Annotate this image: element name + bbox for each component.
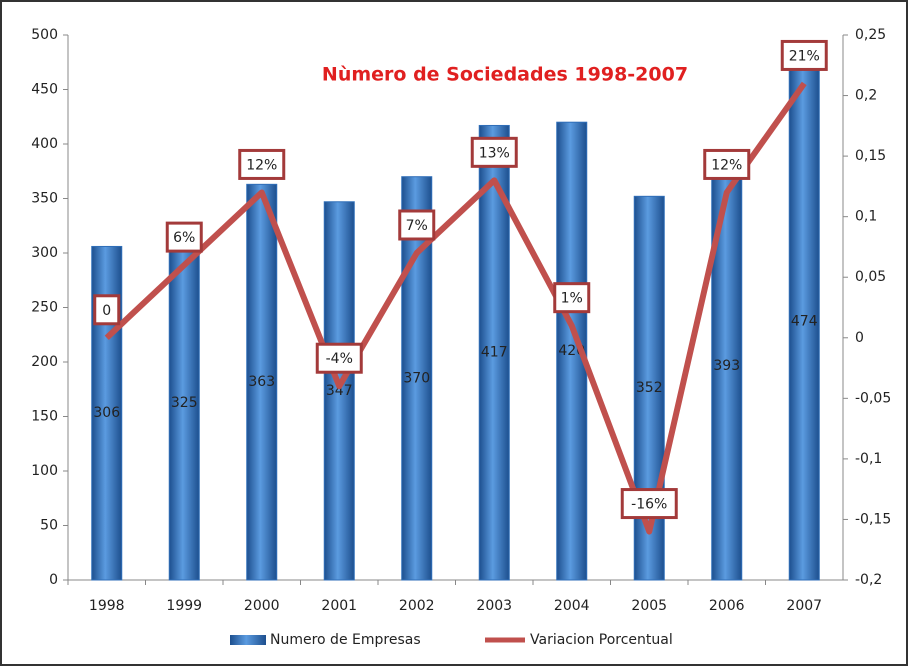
- bar-value-label: 363: [248, 374, 275, 390]
- y2-tick-label: 0,25: [855, 27, 886, 43]
- y-tick-label: 100: [31, 463, 58, 479]
- line-label-box: [780, 39, 828, 71]
- y-tick-label: 0: [49, 572, 58, 588]
- y-tick-label: 400: [31, 136, 58, 152]
- line-label-box: [238, 148, 286, 180]
- line-label-box: [165, 221, 203, 253]
- x-tick-label: 2002: [399, 598, 435, 614]
- y-tick-label: 500: [31, 27, 58, 43]
- y2-tick-label: -0,05: [855, 390, 891, 406]
- line-label-box: [93, 294, 121, 326]
- line-value-label: 7%: [406, 218, 428, 234]
- bar-value-label: 352: [636, 380, 663, 396]
- bar: [168, 225, 200, 581]
- y2-tick-label: 0,2: [855, 88, 877, 104]
- bar-value-label: 306: [93, 405, 120, 421]
- y-tick-label: 200: [31, 354, 58, 370]
- bar: [323, 201, 355, 581]
- x-tick-label: 2004: [554, 598, 590, 614]
- x-tick-label: 2005: [631, 598, 667, 614]
- x-tick-label: 2001: [321, 598, 357, 614]
- y-tick-label: 250: [31, 300, 58, 316]
- line-value-label: -16%: [631, 497, 667, 513]
- bar-value-label: 417: [481, 345, 508, 361]
- x-tick-label: 1999: [166, 598, 202, 614]
- line-label-box: [553, 282, 591, 314]
- y-tick-label: 350: [31, 191, 58, 207]
- y-tick-label: 300: [31, 245, 58, 261]
- x-tick-label: 2007: [786, 598, 822, 614]
- y-tick-label: 50: [40, 518, 58, 534]
- line-label-box: [398, 209, 436, 241]
- line-label-box: [315, 342, 363, 374]
- line-value-label: 12%: [246, 157, 277, 173]
- x-tick-label: 2003: [476, 598, 512, 614]
- bar-value-label: 393: [713, 358, 740, 374]
- y2-tick-label: 0,05: [855, 269, 886, 285]
- legend-label: Numero de Empresas: [270, 632, 421, 648]
- line-value-label: 0: [102, 303, 111, 319]
- x-tick-label: 2006: [709, 598, 745, 614]
- bar-value-label: 347: [326, 383, 353, 399]
- bar: [401, 176, 433, 581]
- x-tick-label: 2000: [244, 598, 280, 614]
- line-value-label: 21%: [789, 48, 820, 64]
- line-value-label: -4%: [326, 351, 353, 367]
- line-label-box: [703, 148, 751, 180]
- line-label-box: [470, 136, 518, 168]
- bar-value-label: 370: [403, 370, 430, 386]
- bar: [788, 62, 820, 581]
- y2-tick-label: 0: [855, 330, 864, 346]
- line-value-label: 13%: [479, 145, 510, 161]
- line: [104, 81, 807, 535]
- y2-tick-label: 0,1: [855, 209, 877, 225]
- legend-swatch: [230, 635, 266, 645]
- bar-value-label: 474: [791, 314, 818, 330]
- line-value-label: 6%: [173, 230, 195, 246]
- bar-value-label: 325: [171, 395, 198, 411]
- y-tick-label: 450: [31, 82, 58, 98]
- line-label-box: [620, 488, 678, 520]
- line-value-label: 1%: [561, 291, 583, 307]
- x-tick-label: 1998: [89, 598, 125, 614]
- legend-label: Variacion Porcentual: [530, 632, 673, 648]
- y-tick-label: 150: [31, 409, 58, 425]
- line-value-label: 12%: [711, 157, 742, 173]
- y2-tick-label: -0,2: [855, 572, 882, 588]
- y2-tick-label: -0,1: [855, 451, 882, 467]
- chart-title: Nùmero de Sociedades 1998-2007: [322, 64, 688, 86]
- y2-tick-label: 0,15: [855, 148, 886, 164]
- bar: [246, 183, 278, 581]
- y2-tick-label: -0,15: [855, 511, 891, 527]
